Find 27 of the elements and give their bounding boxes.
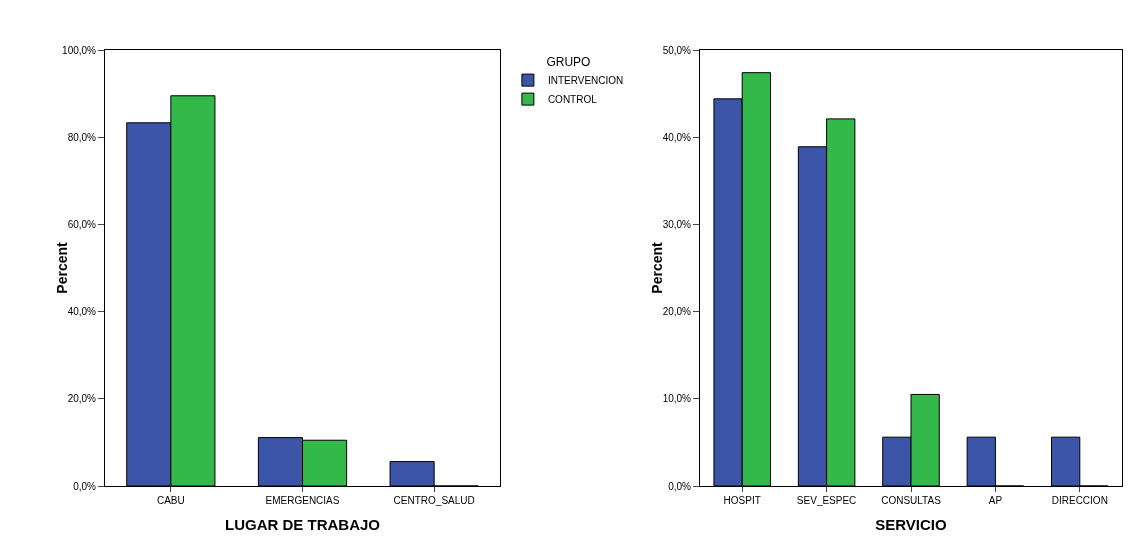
x-tick-label: HOSPIT	[723, 495, 761, 506]
y-tick-label: 0,0%	[73, 480, 97, 492]
y-tick-label: 30,0%	[662, 218, 692, 230]
y-tick-label: 40,0%	[67, 306, 97, 318]
y-tick-label: 20,0%	[67, 393, 97, 405]
y-tick-label: 50,0%	[662, 44, 692, 56]
y-tick-label: 20,0%	[662, 306, 692, 318]
x-tick-label: SEV_ESPEC	[796, 495, 857, 506]
x-axis-title: SERVICIO	[875, 516, 948, 533]
y-tick-label: 0,0%	[668, 480, 692, 492]
y-tick-label: 40,0%	[662, 131, 692, 143]
legend-title: GRUPO	[546, 54, 591, 69]
y-tick-label: 100,0%	[62, 44, 97, 56]
legend-label: INTERVENCION	[547, 75, 624, 86]
x-tick-label: EMERGENCIAS	[265, 495, 340, 506]
x-tick-label: AP	[988, 495, 1003, 506]
y-tick-label: 80,0%	[67, 131, 97, 143]
legend-label: CONTROL	[547, 94, 598, 105]
y-axis-title: Percent	[54, 241, 70, 294]
x-tick-label: CENTRO_SALUD	[393, 495, 475, 506]
x-tick-label: CONSULTAS	[881, 495, 942, 506]
x-axis-title: LUGAR DE TRABAJO	[224, 516, 381, 533]
y-tick-label: 60,0%	[67, 218, 97, 230]
y-tick-label: 10,0%	[662, 393, 692, 405]
x-tick-label: CABU	[156, 495, 185, 506]
y-axis-title: Percent	[649, 241, 665, 294]
x-tick-label: DIRECCION	[1051, 495, 1108, 506]
